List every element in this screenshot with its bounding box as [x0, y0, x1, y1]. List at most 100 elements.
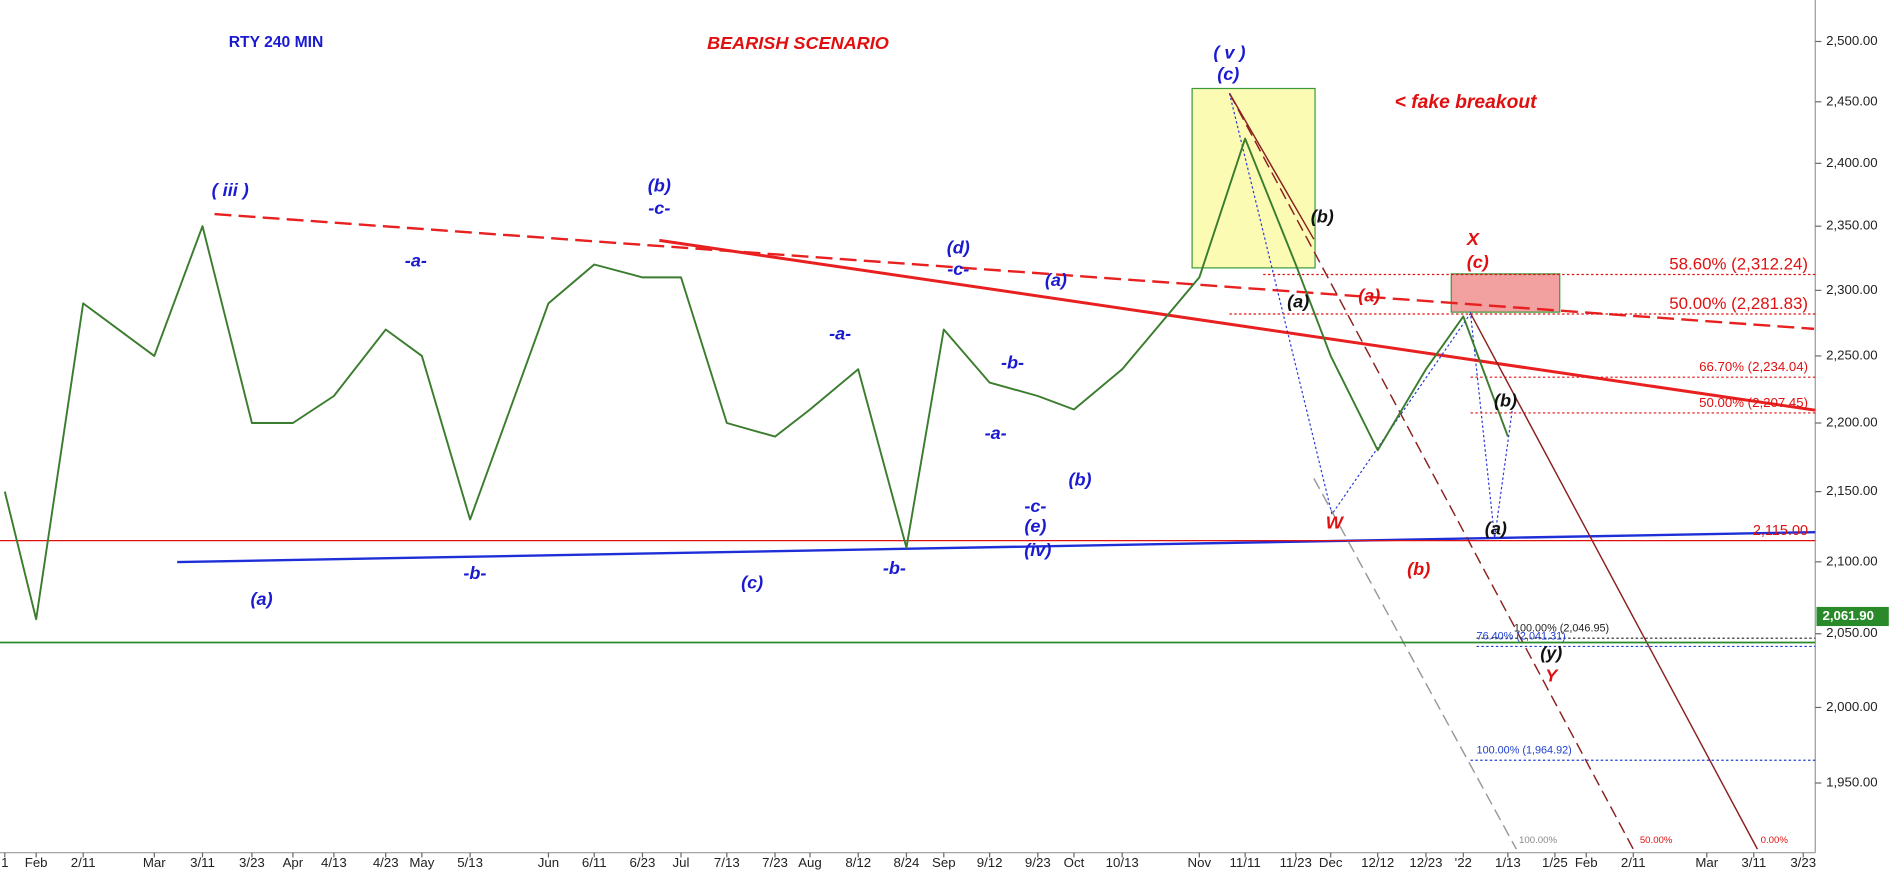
wave-label: -b-: [883, 558, 906, 578]
x-tick-label: Nov: [1188, 855, 1212, 870]
last-price-label: 2,061.90: [1823, 608, 1875, 623]
y-tick-label: 2,300.00: [1826, 282, 1878, 297]
fib-level-label: 100.00% (1,964.92): [1477, 745, 1572, 757]
wave-label: -a-: [829, 324, 851, 344]
wave-label: (iv): [1024, 540, 1051, 560]
last-price-tag: [1816, 606, 1889, 627]
chart-title: RTY 240 MIN: [229, 34, 324, 51]
y-tick-label: 2,450.00: [1826, 93, 1878, 108]
wave-label: (b): [1494, 391, 1517, 411]
wave-label: (c): [741, 572, 763, 592]
x-tick-label: 10/13: [1106, 855, 1139, 870]
wave-label: W: [1326, 513, 1345, 533]
x-tick-label: '22: [1455, 855, 1472, 870]
wave-label: -c-: [947, 259, 969, 279]
wave-label: (b): [648, 175, 671, 195]
y-tick-label: 2,350.00: [1826, 218, 1878, 233]
fib-level-label: 50.00% (2,281.83): [1669, 294, 1808, 313]
x-tick-label: 11/11: [1230, 855, 1261, 870]
wave-label: (c): [1467, 252, 1489, 272]
x-tick-label: 12/12: [1361, 855, 1394, 870]
channel-line: [1313, 478, 1517, 850]
x-tick-label: 1/13: [1495, 855, 1521, 870]
y-tick-label: 1,950.00: [1826, 775, 1878, 790]
price-line: [3, 137, 1509, 621]
y-tick-label: 2,400.00: [1826, 155, 1878, 170]
x-tick-label: 7/13: [714, 855, 740, 870]
y-tick-label: 2,150.00: [1826, 483, 1878, 498]
x-tick-label: 1/25: [1542, 855, 1568, 870]
x-tick-label: Sep: [932, 855, 956, 870]
x-tick-label: Feb: [25, 855, 48, 870]
x-tick-label: 4/13: [321, 855, 347, 870]
x-tick-label: 11/23: [1280, 855, 1312, 870]
x-tick-label: Apr: [283, 855, 304, 870]
x-tick-label: Aug: [798, 855, 822, 870]
wave-path: [1228, 93, 1514, 539]
wave-label: (c): [1217, 64, 1239, 84]
wave-label: -c-: [1024, 496, 1046, 516]
y-tick-label: 2,050.00: [1826, 625, 1878, 640]
y-tick-label: 2,200.00: [1826, 415, 1878, 430]
x-tick-label: 3/23: [1790, 855, 1816, 870]
wave-label: (a): [251, 589, 273, 609]
y-tick-label: 2,100.00: [1826, 553, 1878, 568]
x-tick-label: 7/23: [762, 855, 788, 870]
wave-label: (a): [1287, 291, 1309, 311]
x-tick-label: 8/12: [845, 855, 871, 870]
x-tick-label: Jul: [673, 855, 690, 870]
wave-label: -c-: [648, 198, 670, 218]
x-tick-label: 6/23: [630, 855, 656, 870]
wave-label: -b-: [1001, 352, 1024, 372]
x-tick-label: 12/23: [1409, 855, 1442, 870]
x-tick-label: 8/24: [894, 855, 920, 870]
wave-label: (b): [1407, 559, 1430, 579]
fib-level-label: 50.00% (2,207.45): [1699, 395, 1808, 410]
y-tick-label: 2,000.00: [1826, 699, 1878, 714]
chart-subtitle: BEARISH SCENARIO: [707, 33, 889, 53]
x-tick-label: Oct: [1064, 855, 1085, 870]
wave-label: -a-: [405, 251, 427, 271]
wave-label: (e): [1024, 516, 1046, 536]
fib-level-label: 58.60% (2,312.24): [1669, 254, 1808, 273]
x-tick-label: Feb: [1575, 855, 1598, 870]
wave-label: -b-: [463, 563, 486, 583]
wave-label: (y): [1540, 643, 1562, 663]
wave-label: (a): [1485, 519, 1507, 539]
wave-label: -a-: [985, 423, 1007, 443]
wave-label: 100.00%: [1519, 835, 1557, 846]
wave-label: X: [1466, 229, 1480, 249]
fib-level-label: 66.70% (2,234.04): [1699, 359, 1808, 374]
y-tick-label: 2,250.00: [1826, 347, 1878, 362]
x-tick-label: 4/23: [373, 855, 399, 870]
wave-label: (b): [1068, 470, 1091, 490]
trend-line: [214, 212, 1815, 331]
fib-level-label: 100.00% (2,046.95): [1514, 623, 1609, 635]
x-tick-label: 3/11: [1741, 855, 1766, 870]
channel-line: [1228, 92, 1315, 240]
wave-label: 0.00%: [1761, 835, 1789, 846]
x-tick-label: 2/11: [71, 855, 96, 870]
trend-line: [177, 530, 1816, 564]
x-tick-label: 2/11: [1621, 855, 1646, 870]
wave-label: < fake breakout: [1395, 92, 1539, 113]
x-tick-label: 6/11: [582, 855, 607, 870]
wave-label: ( v ): [1213, 43, 1245, 63]
wave-label: (a): [1358, 285, 1380, 305]
x-tick-label: 9/12: [977, 855, 1003, 870]
fib-level-label: 76.40% (2,041.31): [1477, 631, 1566, 643]
breakout-box: [1191, 87, 1316, 269]
wave-label: (a): [1045, 270, 1067, 290]
x-tick-label: Mar: [143, 855, 166, 870]
y-tick-label: 2,500.00: [1826, 33, 1878, 48]
wave-label: (d): [947, 238, 970, 258]
wave-label: ( iii ): [212, 180, 249, 200]
channel-line: [1469, 312, 1759, 850]
x-tick-label: May: [409, 855, 434, 870]
wave-label: Y: [1545, 666, 1559, 686]
x-tick-label: Mar: [1695, 855, 1718, 870]
x-tick-label: Jun: [538, 855, 559, 870]
